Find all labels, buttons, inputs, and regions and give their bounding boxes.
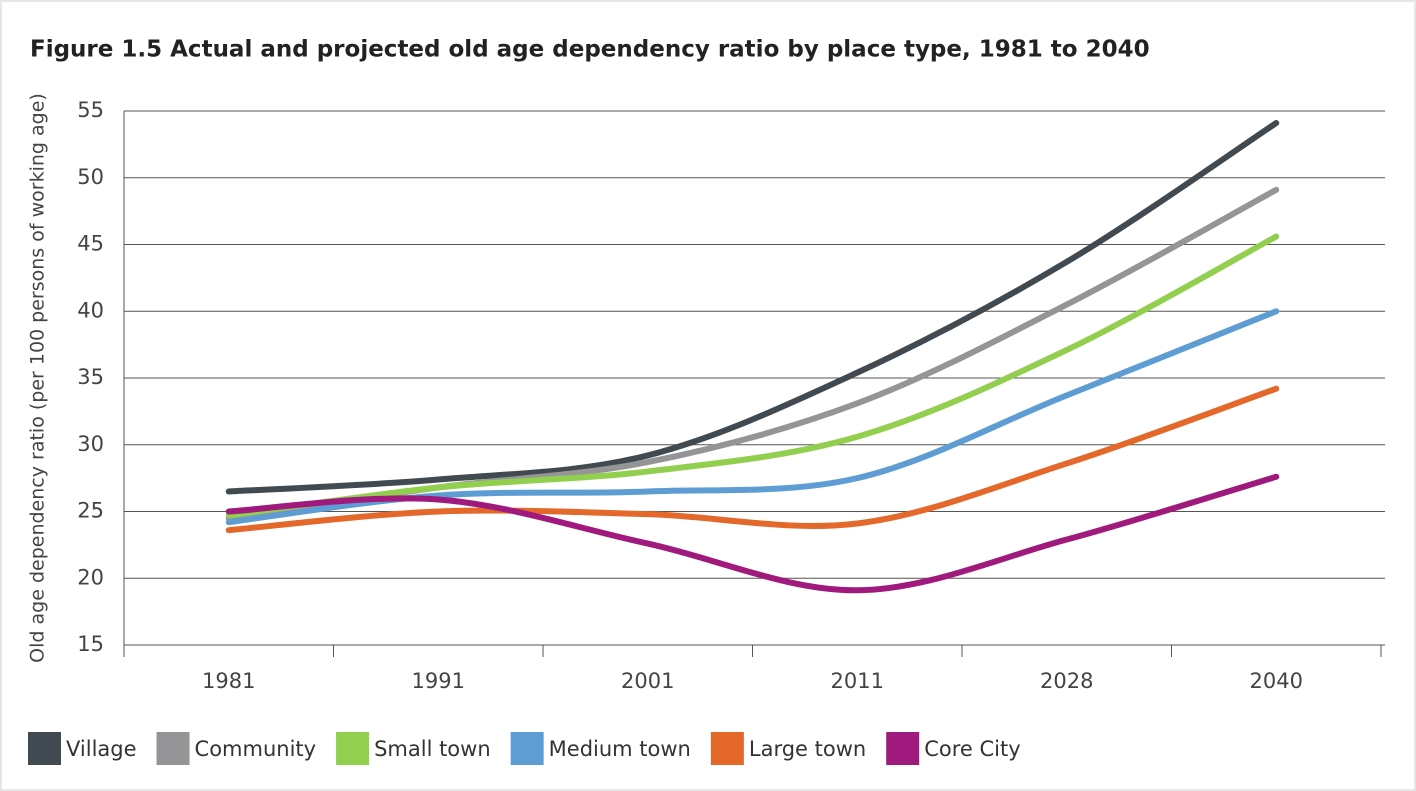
x-tick-label: 2011	[831, 669, 884, 693]
legend-swatch	[156, 732, 190, 765]
legend-label: Community	[195, 737, 317, 761]
legend-label: Small town	[374, 737, 491, 761]
chart-title: Figure 1.5 Actual and projected old age …	[30, 37, 1150, 63]
y-tick-label: 35	[77, 365, 104, 389]
series-line	[225, 233, 1280, 519]
legend-swatch	[510, 732, 544, 765]
legend-swatch	[336, 732, 370, 765]
x-tick-label: 2028	[1040, 669, 1093, 693]
legend-label: Core City	[924, 737, 1020, 761]
series-line	[225, 120, 1280, 495]
x-tick-label: 2040	[1250, 669, 1303, 693]
y-axis-label: Old age dependency ratio (per 100 person…	[27, 93, 49, 663]
legend-swatch	[886, 732, 920, 765]
x-tick-label: 1981	[202, 669, 255, 693]
legend-label: Large town	[749, 737, 866, 761]
legend-label: Medium town	[549, 737, 691, 761]
y-tick-label: 40	[77, 298, 104, 322]
legend-swatch	[710, 732, 744, 765]
y-tick-label: 30	[77, 432, 104, 456]
y-tick-label: 50	[77, 165, 104, 189]
y-tick-label: 15	[77, 632, 104, 656]
y-tick-label: 25	[77, 499, 104, 523]
y-tick-label: 45	[77, 232, 104, 256]
legend-label: Village	[66, 737, 137, 761]
x-tick-label: 1991	[412, 669, 465, 693]
series-line	[225, 473, 1280, 594]
legend-swatch	[28, 732, 61, 765]
x-tick-label: 2001	[621, 669, 674, 693]
y-tick-label: 55	[77, 98, 104, 122]
series-line	[225, 385, 1280, 534]
y-tick-label: 20	[77, 565, 104, 589]
